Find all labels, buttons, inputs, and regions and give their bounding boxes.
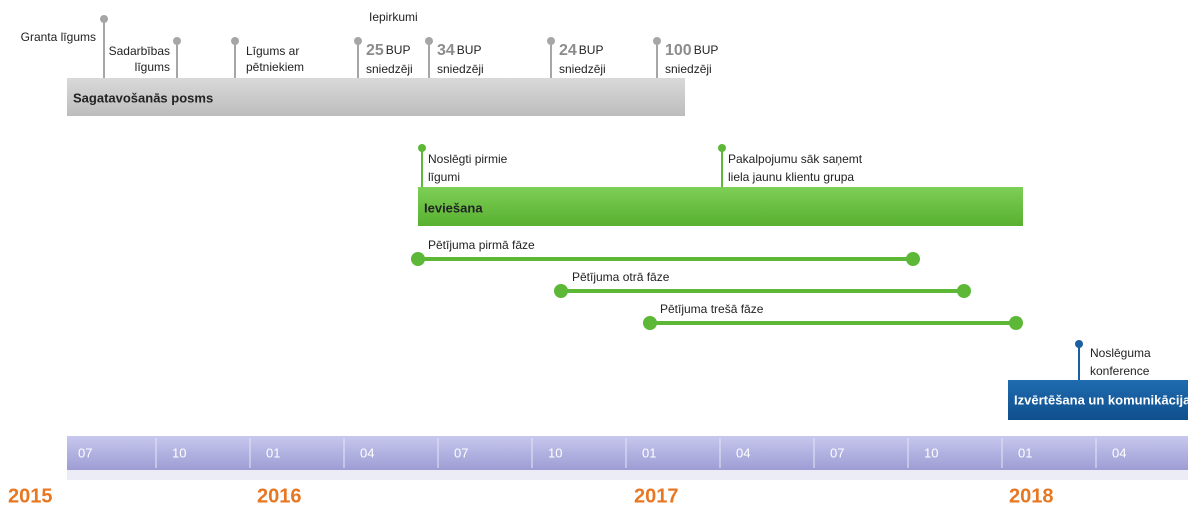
impl-title: Ieviešana <box>424 200 483 215</box>
procurement-unit: BUP <box>694 43 719 57</box>
pin-head <box>100 15 108 23</box>
year-label: 2017 <box>634 485 679 507</box>
procurement-label: sniedzēji <box>366 62 413 76</box>
year-label: 2015 <box>8 485 53 507</box>
month-label: 04 <box>1112 445 1126 460</box>
pin-head <box>425 37 433 45</box>
phase-end <box>957 284 971 298</box>
phase-end <box>906 252 920 266</box>
phase-start <box>411 252 425 266</box>
procurement-label: sniedzēji <box>437 62 484 76</box>
milestone-label: pētniekiem <box>246 60 304 74</box>
procurement-unit: BUP <box>579 43 604 57</box>
procurement-number: 34 <box>437 42 455 59</box>
milestone-label: Sadarbības <box>109 44 170 58</box>
milestone-label: Pakalpojumu sāk saņemt <box>728 152 863 166</box>
axis-bar <box>67 436 1188 470</box>
pin-head <box>547 37 555 45</box>
green-pins <box>418 144 726 187</box>
procurement-unit: BUP <box>457 43 482 57</box>
eval-milestone: Noslēguma <box>1090 346 1151 360</box>
procurement-label: sniedzēji <box>559 62 606 76</box>
procurement-label: 24 BUP <box>559 42 603 59</box>
month-label: 10 <box>924 445 938 460</box>
milestone-label: liela jaunu klientu grupa <box>728 170 854 184</box>
month-label: 10 <box>172 445 186 460</box>
axis-shadow <box>67 470 1188 480</box>
year-label: 2016 <box>257 485 302 507</box>
pin-head <box>418 144 426 152</box>
eval-bar <box>1008 380 1188 420</box>
pin-head <box>173 37 181 45</box>
month-label: 04 <box>736 445 750 460</box>
milestone-label: līgumi <box>428 170 460 184</box>
axis: 07 10 01 04 07 10 01 04 07 10 01 04 2015 2016 2017 2018 <box>8 438 1126 507</box>
gray-pins <box>100 15 661 78</box>
procurement-label: sniedzēji <box>665 62 712 76</box>
month-label: 07 <box>454 445 468 460</box>
year-label: 2018 <box>1009 485 1054 507</box>
procurement-label: 100 BUP <box>665 42 718 59</box>
prep-bar <box>67 78 685 116</box>
month-label: 07 <box>78 445 92 460</box>
month-label: 01 <box>1018 445 1032 460</box>
procurement-number: 24 <box>559 42 577 59</box>
month-label: 10 <box>548 445 562 460</box>
prep-title: Sagatavošanās posms <box>73 90 213 105</box>
phase-label: Pētījuma pirmā fāze <box>428 238 535 252</box>
eval-milestone: konference <box>1090 364 1150 378</box>
month-label: 01 <box>266 445 280 460</box>
milestone-label: Līgums ar <box>246 44 299 58</box>
pin-head <box>1075 340 1083 348</box>
impl-bar <box>418 187 1023 226</box>
phase-start <box>554 284 568 298</box>
phase-start <box>643 316 657 330</box>
procurement-unit: BUP <box>386 43 411 57</box>
phase-label: Pētījuma otrā fāze <box>572 270 670 284</box>
pin-head <box>653 37 661 45</box>
phase-end <box>1009 316 1023 330</box>
pin-head <box>354 37 362 45</box>
procurement-number: 25 <box>366 42 384 59</box>
phase-label: Pētījuma trešā fāze <box>660 302 764 316</box>
phases: Pētījuma pirmā fāze Pētījuma otrā fāze Pēt… <box>411 238 1023 330</box>
month-label: 07 <box>830 445 844 460</box>
procurement-label: 34 BUP <box>437 42 481 59</box>
procurement-number: 100 <box>665 42 692 59</box>
milestone-label: līgums <box>135 60 170 74</box>
milestone-label: Noslēgti pirmie <box>428 152 508 166</box>
procurement-header: Iepirkumi <box>369 10 418 24</box>
milestone-label: Granta līgums <box>21 30 96 44</box>
procurement-label: 25 BUP <box>366 42 410 59</box>
eval-title: Izvērtēšana un komunikācija <box>1014 392 1188 407</box>
month-label: 04 <box>360 445 374 460</box>
month-label: 01 <box>642 445 656 460</box>
pin-head <box>231 37 239 45</box>
pin-head <box>718 144 726 152</box>
